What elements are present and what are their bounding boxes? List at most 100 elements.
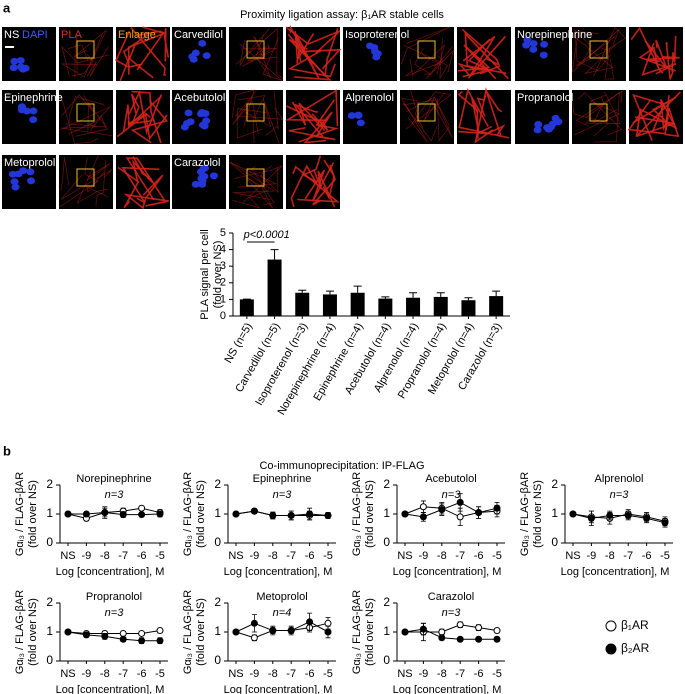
x-tick-label: NS	[60, 668, 75, 680]
bar	[378, 298, 393, 316]
membrane-signal	[573, 36, 617, 74]
x-tick-label: -9	[419, 550, 429, 562]
x-axis-label: Log [concentration], M	[56, 566, 165, 578]
x-tick-label: -5	[660, 550, 670, 562]
nucleus	[10, 57, 19, 65]
nucleus	[11, 183, 20, 191]
y-tick-label: 3	[220, 260, 226, 272]
membrane-signal	[123, 193, 169, 210]
x-tick-label: -8	[100, 550, 110, 562]
y-tick-label: 1	[46, 624, 53, 638]
membrane-signal	[571, 29, 620, 74]
data-point	[269, 627, 277, 635]
micrograph	[229, 90, 283, 144]
y-tick-label: 2	[383, 477, 390, 491]
nucleus	[529, 40, 538, 47]
micrograph	[2, 27, 56, 81]
y-axis-label: Gαᵢ₃ / FLAG-βAR	[182, 472, 194, 556]
bar	[461, 300, 476, 316]
data-point	[475, 624, 483, 632]
membrane-signal	[645, 55, 680, 63]
membrane-signal	[294, 31, 315, 63]
zoom-box	[76, 168, 95, 187]
membrane-signal	[409, 44, 446, 77]
nucleus	[539, 51, 548, 59]
membrane-signal	[665, 42, 675, 80]
y-tick-label: 0	[46, 653, 53, 667]
membrane-signal	[458, 124, 506, 136]
membrane-signal	[238, 94, 266, 144]
data-point	[324, 511, 332, 519]
membrane-signal	[75, 101, 109, 137]
nucleus	[8, 170, 17, 178]
nucleus	[14, 170, 23, 178]
data-point	[138, 504, 146, 512]
membrane-signal	[130, 27, 166, 76]
x-tick-label: NS	[60, 550, 75, 562]
nucleus	[371, 48, 380, 55]
micrograph	[515, 90, 569, 144]
image-label: Alprenolol	[345, 92, 394, 104]
y-tick-label: 0	[220, 310, 226, 322]
y-axis-label: Gαᵢ₃ / FLAG-βAR	[14, 472, 26, 556]
membrane-signal	[60, 106, 111, 135]
image-label: Isoproterenol	[345, 29, 409, 41]
x-tick-label: -7	[455, 668, 465, 680]
chart-annotation: n=3	[105, 489, 125, 501]
x-tick-label: -8	[437, 550, 447, 562]
y-tick-label: 1	[214, 624, 221, 638]
data-point	[419, 625, 427, 633]
y-axis-label: Gαᵢ₃ / FLAG-βAR	[351, 590, 363, 674]
nucleus	[366, 42, 375, 50]
micrograph	[572, 90, 626, 144]
chart-title: Propranolol	[86, 591, 142, 603]
bar	[350, 292, 365, 316]
nucleus	[354, 112, 363, 119]
panel-label: b	[3, 443, 11, 458]
membrane-signal	[231, 89, 255, 127]
membrane-signal	[232, 189, 270, 209]
nucleus	[522, 41, 531, 49]
membrane-signal	[573, 94, 620, 136]
y-tick-label: 5	[220, 227, 226, 239]
data-point	[324, 619, 332, 627]
membrane-signal	[285, 89, 339, 127]
zoom-box	[417, 103, 436, 122]
zoom-box	[76, 40, 95, 59]
data-point	[456, 498, 464, 506]
membrane-signal	[245, 177, 273, 209]
membrane-signal	[95, 160, 107, 206]
membrane-signal	[575, 90, 623, 127]
x-axis-label: Log [concentration], M	[393, 566, 502, 578]
membrane-signal	[604, 47, 615, 80]
series-line	[68, 512, 161, 516]
error-bar	[409, 292, 418, 298]
panel-title: Proximity ligation assay: β₁AR stable ce…	[240, 9, 444, 21]
membrane-signal	[414, 48, 432, 75]
nucleus	[197, 110, 206, 118]
membrane-signal	[400, 26, 450, 65]
error-bar	[325, 290, 334, 295]
x-tick-label: -6	[474, 668, 484, 680]
membrane-signal	[584, 91, 621, 125]
membrane-signal	[458, 88, 510, 139]
x-tick-label: -5	[323, 550, 333, 562]
membrane-signal	[290, 164, 318, 208]
error-bar	[353, 285, 362, 293]
membrane-signal	[229, 161, 276, 200]
data-point	[661, 519, 669, 527]
x-tick-label: -9	[82, 550, 92, 562]
membrane-signal	[265, 91, 279, 136]
data-point	[419, 513, 427, 521]
chart-title: Epinephrine	[253, 473, 312, 485]
x-tick-label: -6	[137, 668, 147, 680]
x-tick-label: NS	[397, 550, 412, 562]
y-axis-label: Gαᵢ₃ / FLAG-βAR	[14, 590, 26, 674]
nucleus	[18, 65, 27, 73]
data-point	[138, 637, 146, 645]
x-tick-label: -6	[305, 550, 315, 562]
chart-annotation: n=3	[610, 489, 630, 501]
chart-title: Carazolol	[428, 591, 474, 603]
nucleus	[29, 107, 38, 115]
membrane-signal	[246, 44, 277, 62]
